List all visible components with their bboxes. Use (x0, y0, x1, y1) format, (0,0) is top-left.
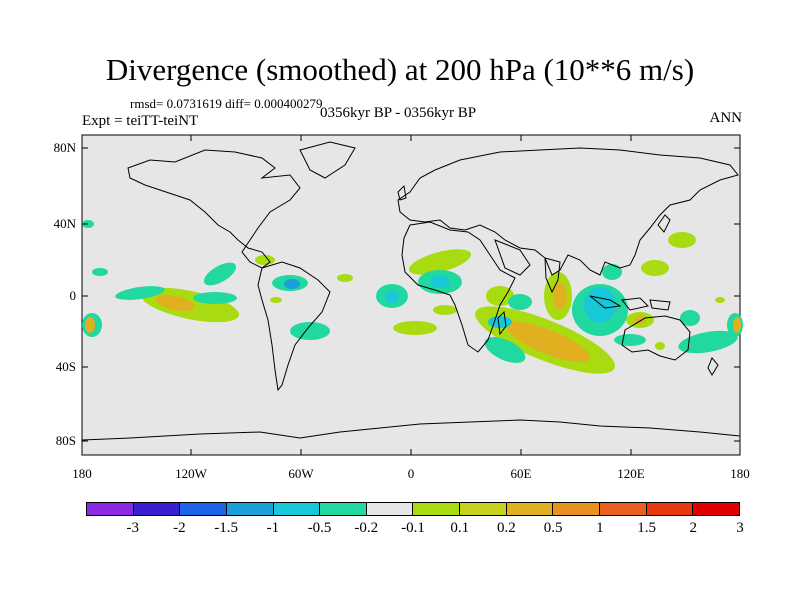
colorbar-label: 1 (596, 520, 604, 536)
colorbar-label: -3 (126, 520, 139, 536)
colorbar-label: 1.5 (637, 520, 656, 536)
experiment-label: Expt = teiTT-teiNT (82, 113, 199, 129)
colorbar-swatch (600, 503, 647, 515)
map-title: Divergence (smoothed) at 200 hPa (10**6 … (105, 52, 695, 87)
anomaly-fields (82, 220, 743, 374)
colorbar (86, 502, 740, 516)
x-tick-label: 120E (617, 466, 645, 481)
colorbar-swatch (133, 503, 181, 515)
colorbar-label: -0.2 (354, 520, 379, 536)
x-tick-label: 180 (72, 466, 92, 481)
colorbar-label: -2 (173, 520, 186, 536)
axis-ticks (82, 135, 740, 455)
y-tick-label: 40S (55, 359, 76, 374)
colorbar-swatch (180, 503, 227, 515)
x-tick-label: 60E (510, 466, 532, 481)
season-label: ANN (709, 110, 743, 126)
period-label: 0356kyr BP - 0356kyr BP (320, 105, 477, 121)
colorbar-swatch (506, 503, 554, 515)
colorbar-label: 3 (736, 520, 744, 536)
colorbar-swatch (693, 503, 739, 515)
y-tick-label: 40N (53, 216, 76, 231)
colorbar-label: 0.1 (450, 520, 470, 536)
colorbar-swatch (413, 503, 461, 515)
colorbar-swatch (366, 503, 414, 515)
coastlines (81, 141, 741, 441)
colorbar-swatch (87, 503, 134, 515)
x-tick-label: 180 (730, 466, 750, 481)
colorbar-swatch (553, 503, 601, 515)
stats-line: rmsd= 0.0731619 diff= 0.000400279 (130, 96, 323, 111)
y-tick-label: 80S (55, 433, 76, 448)
colorbar-swatch (226, 503, 274, 515)
x-tick-label: 60W (288, 466, 314, 481)
y-tick-label: 0 (69, 288, 77, 303)
x-tick-label: 120W (175, 466, 207, 481)
colorbar-swatch (646, 503, 694, 515)
x-tick-label: 0 (407, 466, 415, 481)
colorbar-label: -1 (266, 520, 280, 536)
colorbar-swatch (273, 503, 321, 515)
y-tick-label: 80N (53, 140, 76, 155)
colorbar-swatch (320, 503, 367, 515)
colorbar-label: 0.2 (497, 520, 516, 536)
colorbar-label: -0.1 (401, 520, 425, 536)
colorbar-label: 2 (689, 520, 698, 536)
colorbar-swatch (460, 503, 507, 515)
colorbar-label: 0.5 (543, 520, 563, 536)
colorbar-label: -0.5 (307, 520, 332, 536)
colorbar-label: -1.5 (214, 520, 239, 536)
